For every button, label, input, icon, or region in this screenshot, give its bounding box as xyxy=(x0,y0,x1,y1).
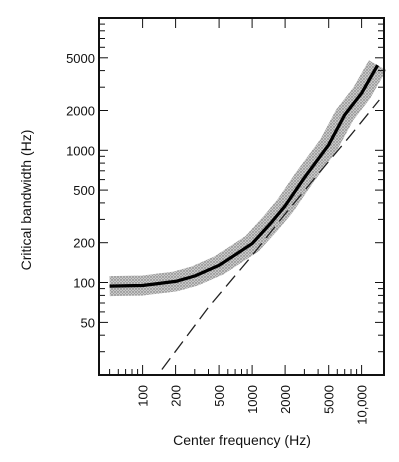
x-tick-label: 10,000 xyxy=(355,385,370,425)
tick-label-layer: 50 100 200 500 1000 2000 5000 100 200 500 1000 2000… xyxy=(66,51,370,425)
y-tick-label: 2000 xyxy=(66,104,95,119)
series-band xyxy=(109,60,387,297)
series-layer xyxy=(109,64,380,370)
series-line xyxy=(109,64,379,288)
x-tick-label: 200 xyxy=(169,385,184,407)
x-tick-label: 2000 xyxy=(278,385,293,414)
y-tick-label: 5000 xyxy=(66,51,95,66)
x-tick-label: 500 xyxy=(212,385,227,407)
y-tick-label: 1000 xyxy=(66,143,95,158)
y-tick-label: 50 xyxy=(81,315,95,330)
x-tick-label: 5000 xyxy=(322,385,337,414)
tick-layer xyxy=(98,17,384,376)
x-tick-label: 100 xyxy=(136,385,151,407)
x-axis-label: Center frequency (Hz) xyxy=(173,432,311,448)
uncertainty-band-layer xyxy=(109,60,387,297)
y-tick-label: 200 xyxy=(73,236,95,251)
x-tick-label: 1000 xyxy=(245,385,260,414)
plot-frame xyxy=(98,17,385,376)
y-tick-label: 500 xyxy=(73,183,95,198)
y-axis-label: Critical bandwidth (Hz) xyxy=(18,130,34,271)
series-dashed-line xyxy=(161,99,380,370)
y-tick-label: 100 xyxy=(73,276,95,291)
